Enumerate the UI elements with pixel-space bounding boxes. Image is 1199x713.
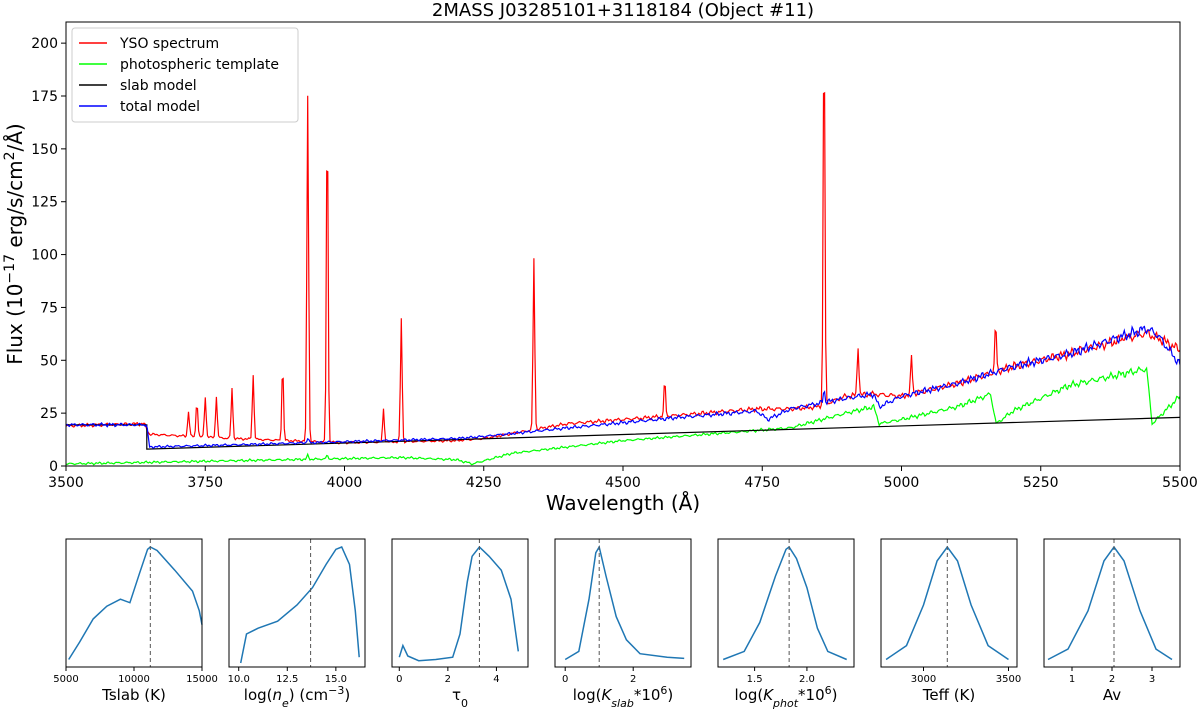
panel-x-tick-label: 1 bbox=[1069, 674, 1075, 685]
panel-x-tick-label: 3000 bbox=[911, 674, 936, 685]
panel-x-tick-label: 2 bbox=[630, 674, 636, 685]
y-tick-label: 25 bbox=[40, 406, 58, 422]
panel-frame bbox=[228, 538, 366, 668]
posterior-curve bbox=[722, 545, 847, 661]
x-tick-label: 4250 bbox=[466, 475, 502, 491]
panel-axis-title: Teff (K) bbox=[922, 686, 976, 704]
panel-x-tick-label: 0 bbox=[396, 674, 402, 685]
y-tick-label: 150 bbox=[31, 142, 58, 158]
panel-x-tick-label: 2 bbox=[445, 674, 451, 685]
panel-axis-title: Tslab (K) bbox=[101, 686, 166, 704]
posterior-panels: 5000 10000 15000 Tslab (K) 10.0 12.5 15.0log(n… bbox=[53, 538, 1181, 710]
x-axis-title: Wavelength (Å) bbox=[546, 491, 700, 515]
y-tick-label: 175 bbox=[31, 89, 58, 105]
legend: YSO spectrum photospheric template slab mo… bbox=[71, 27, 299, 123]
posterior-curve bbox=[1047, 545, 1173, 661]
panel-frame bbox=[65, 538, 203, 668]
main-axes-ticks: 3500 3750 4000 4250 4500 4750 5000 5250 5500 0 25 5… bbox=[31, 36, 1198, 491]
panel-x-tick-label: 2 bbox=[1109, 674, 1115, 685]
panel-x-tick-label: 15000 bbox=[186, 674, 218, 685]
series-line-photospheric-template bbox=[66, 366, 1180, 466]
y-tick-label: 75 bbox=[40, 300, 58, 316]
panel-frame bbox=[1043, 538, 1181, 668]
posterior-curve bbox=[564, 545, 685, 661]
legend-entry: photospheric template bbox=[120, 57, 279, 73]
posterior-panel: 3000 3500 Teff (K) bbox=[880, 538, 1021, 704]
panel-x-tick-label: 3500 bbox=[996, 674, 1021, 685]
x-tick-label: 4750 bbox=[744, 475, 780, 491]
x-tick-label: 4500 bbox=[605, 475, 641, 491]
posterior-panel: 1 2 3 Av bbox=[1043, 538, 1181, 704]
panel-x-tick-label: 4 bbox=[493, 674, 499, 685]
y-tick-label: 125 bbox=[31, 195, 58, 211]
chart-title: 2MASS J03285101+3118184 (Object #11) bbox=[432, 0, 814, 21]
panel-axis-title: log(Kslab*106) bbox=[573, 684, 674, 710]
panel-x-tick-label: 1.5 bbox=[747, 674, 763, 685]
x-tick-label: 5000 bbox=[884, 475, 920, 491]
y-tick-label: 50 bbox=[40, 353, 58, 369]
legend-entry: total model bbox=[120, 99, 200, 115]
panel-frame bbox=[717, 538, 855, 668]
panel-x-tick-label: 12.5 bbox=[276, 674, 298, 685]
panel-frame bbox=[391, 538, 529, 668]
legend-box bbox=[71, 27, 299, 123]
panel-x-tick-label: 10.0 bbox=[228, 674, 250, 685]
panel-x-tick-label: 0 bbox=[562, 674, 568, 685]
x-tick-label: 4000 bbox=[327, 475, 363, 491]
posterior-curve bbox=[239, 546, 360, 664]
panel-axis-title: log(ne) (cm−3) bbox=[244, 684, 350, 710]
panel-frame bbox=[880, 538, 1018, 668]
panel-x-tick-label: 2.0 bbox=[799, 674, 815, 685]
posterior-curve bbox=[398, 545, 520, 662]
x-tick-label: 5250 bbox=[1023, 475, 1059, 491]
panel-axis-title: τ0 bbox=[452, 686, 468, 710]
panel-x-tick-label: 5000 bbox=[53, 674, 78, 685]
panel-axis-title: log(Kphot*106) bbox=[734, 684, 837, 710]
y-tick-label: 100 bbox=[31, 248, 58, 264]
main-series-group bbox=[66, 91, 1180, 466]
legend-entry: YSO spectrum bbox=[119, 36, 219, 52]
posterior-curve bbox=[68, 546, 203, 660]
y-tick-label: 0 bbox=[49, 459, 58, 475]
x-tick-label: 5500 bbox=[1162, 475, 1198, 491]
x-tick-label: 3750 bbox=[187, 475, 223, 491]
panel-axis-title: Av bbox=[1103, 686, 1121, 704]
panel-x-tick-label: 15.0 bbox=[325, 674, 347, 685]
main-plot-frame bbox=[65, 21, 1181, 467]
y-tick-label: 200 bbox=[31, 36, 58, 52]
panel-x-tick-label: 10000 bbox=[118, 674, 150, 685]
series-line-YSO-spectrum bbox=[66, 91, 1180, 445]
x-tick-label: 3500 bbox=[48, 475, 84, 491]
panel-frame bbox=[554, 538, 692, 668]
y-axis-title: Flux (10−17 erg/s/cm2/Å) bbox=[2, 123, 27, 365]
legend-entry: slab model bbox=[120, 78, 197, 94]
panel-x-tick-label: 3 bbox=[1149, 674, 1155, 685]
series-line-total-model bbox=[66, 324, 1180, 449]
main-spectrum-chart: 2MASS J03285101+3118184 (Object #11) 350… bbox=[2, 0, 1198, 515]
posterior-panel: 0 2 4 τ0 bbox=[391, 538, 529, 710]
posterior-panel: 5000 10000 15000 Tslab (K) bbox=[53, 538, 218, 704]
